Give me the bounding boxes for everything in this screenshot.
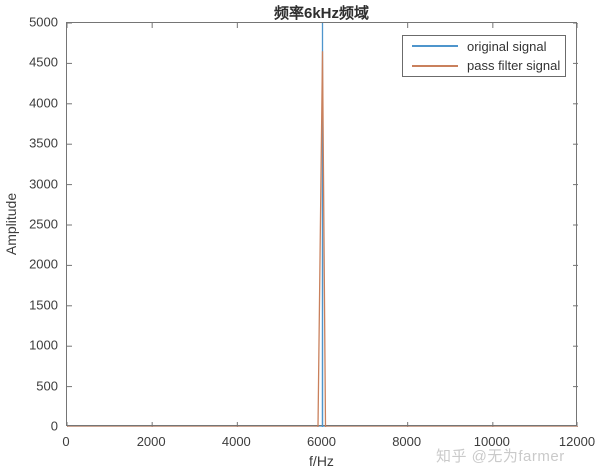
chart-title: 频率6kHz频域 — [273, 5, 370, 22]
y-tick-label: 2500 — [29, 216, 58, 232]
y-tick-label: 4000 — [29, 95, 58, 111]
legend-item-original-signal: original signal — [403, 37, 565, 56]
y-tick-label: 3000 — [29, 176, 58, 192]
x-axis-label: f/Hz — [309, 453, 334, 469]
legend-label-pass-filter-signal: pass filter signal — [467, 58, 561, 74]
legend-line-pass-filter-signal-icon — [412, 64, 458, 67]
plot-area — [66, 22, 578, 427]
series-line-1 — [67, 51, 578, 427]
y-tick-label: 4500 — [29, 54, 58, 70]
y-tick-label: 1500 — [29, 297, 58, 313]
legend-label-original-signal: original signal — [467, 38, 547, 54]
y-tick-label: 5000 — [29, 14, 58, 30]
legend-item-pass-filter-signal: pass filter signal — [403, 56, 565, 75]
y-tick-label: 500 — [36, 378, 58, 394]
x-tick-label: 6000 — [307, 434, 336, 449]
zhihu-watermark: 知乎 @无为farmer — [436, 448, 565, 465]
y-tick-label: 3500 — [29, 135, 58, 151]
x-tick-label: 12000 — [558, 434, 596, 449]
x-tick-label: 4000 — [221, 434, 251, 449]
y-tick-label: 0 — [50, 418, 58, 434]
x-tick-label: 0 — [62, 434, 70, 449]
legend-line-original-signal-icon — [412, 45, 458, 48]
x-tick-label: 10000 — [473, 434, 510, 449]
y-tick-label: 2000 — [29, 256, 58, 272]
x-tick-label: 2000 — [136, 434, 166, 449]
x-tick-label: 8000 — [392, 434, 422, 449]
plot-canvas — [67, 23, 578, 427]
legend: original signal pass filter signal — [402, 35, 566, 77]
y-tick-label: 1000 — [29, 337, 58, 353]
